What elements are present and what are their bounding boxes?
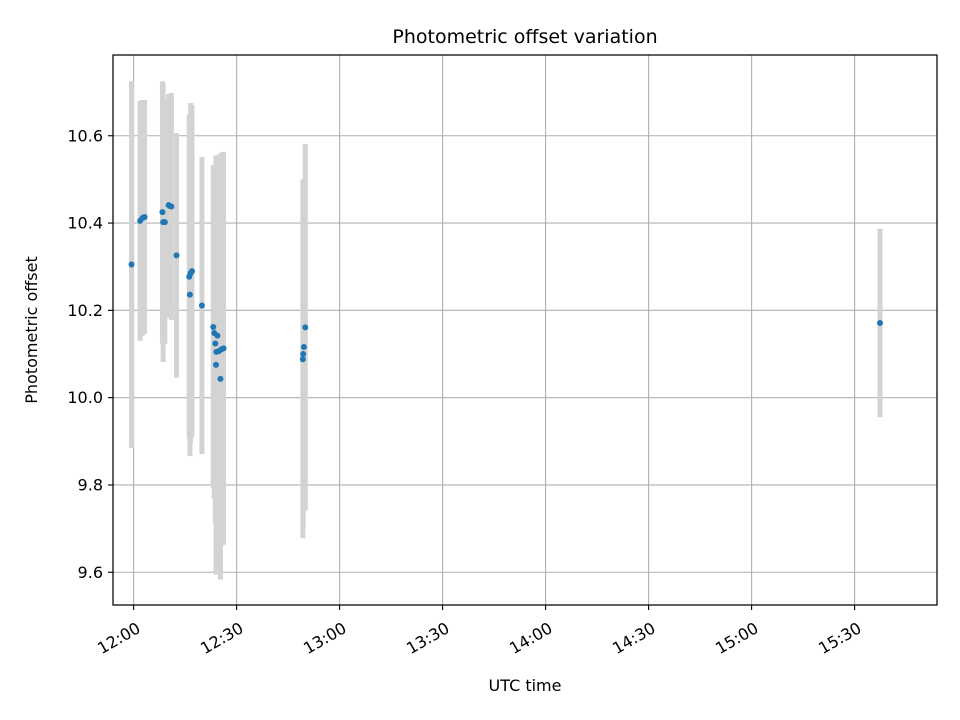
y-tick-label: 10.0 [67,388,103,407]
data-point [217,375,224,382]
data-point [141,213,148,220]
data-point [299,356,306,363]
data-point [186,291,193,298]
x-axis-title: UTC time [489,676,562,695]
data-point [212,340,219,347]
data-point [300,344,307,351]
data-point [161,219,168,226]
data-point [188,268,195,275]
data-points [128,202,884,382]
y-tick-label: 10.4 [67,214,103,233]
data-point [302,324,309,331]
data-point [128,261,135,268]
y-axis-title: Photometric offset [22,256,41,404]
data-point [159,209,166,216]
grid [113,55,937,605]
data-point [210,323,217,330]
y-tick-label: 10.2 [67,301,103,320]
data-point [877,320,884,327]
y-axis: 9.6 9.8 10.0 10.2 10.4 10.6 [67,126,113,582]
data-point [168,203,175,210]
chart-title: Photometric offset variation [392,26,657,48]
y-tick-label: 10.6 [67,126,103,145]
data-point [214,332,221,339]
y-tick-label: 9.8 [78,475,103,494]
data-point [213,361,219,368]
plot-frame [112,54,938,606]
y-tick-label: 9.6 [78,563,103,582]
data-point [300,351,307,358]
data-point [220,345,227,352]
data-point [198,302,205,309]
data-point [173,252,180,259]
